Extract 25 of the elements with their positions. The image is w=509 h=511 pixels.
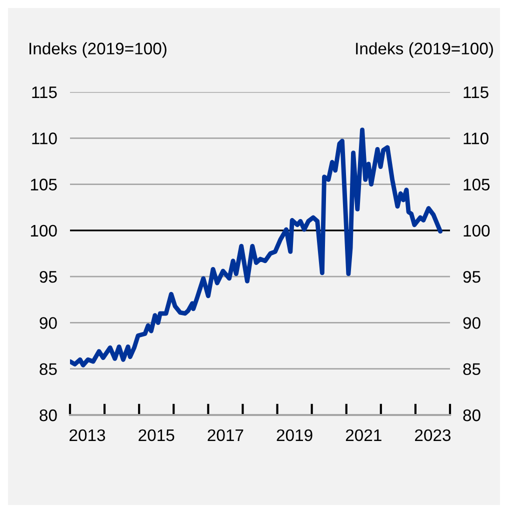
y-tick-label: 90 — [40, 317, 57, 329]
line-series — [70, 128, 443, 368]
y2-tick-label: 100 — [464, 224, 490, 237]
y-tick-label: 80 — [40, 409, 57, 422]
x-tick-label: 2013 — [70, 429, 106, 442]
y-tick-label: 105 — [30, 178, 57, 190]
y-tick-label: 95 — [40, 270, 57, 283]
x-tick-label: 2019 — [276, 429, 312, 442]
y2-tick-label: 110 — [464, 132, 488, 144]
y2-tick-label: 105 — [464, 178, 490, 190]
y2-tick-label: 85 — [463, 363, 480, 376]
y-axis-title: Indeks (2019=100) — [30, 42, 166, 58]
x-tick-label: 2017 — [208, 429, 244, 442]
y-tick-label: 110 — [32, 132, 57, 144]
x-tick-label: 2023 — [415, 429, 451, 442]
y2-tick-label: 115 — [464, 86, 488, 98]
y-tick-label: 115 — [32, 86, 57, 98]
y2-axis-title: Indeks (2019=100) — [356, 42, 493, 58]
y2-tick-label: 90 — [463, 317, 480, 329]
y2-tick-label: 80 — [463, 409, 480, 422]
x-tick-label: 2021 — [346, 429, 382, 442]
y2-tick-label: 95 — [463, 270, 480, 283]
y-tick-label: 100 — [30, 224, 57, 237]
x-tick-label: 2015 — [138, 429, 174, 442]
y-tick-label: 85 — [40, 363, 57, 376]
